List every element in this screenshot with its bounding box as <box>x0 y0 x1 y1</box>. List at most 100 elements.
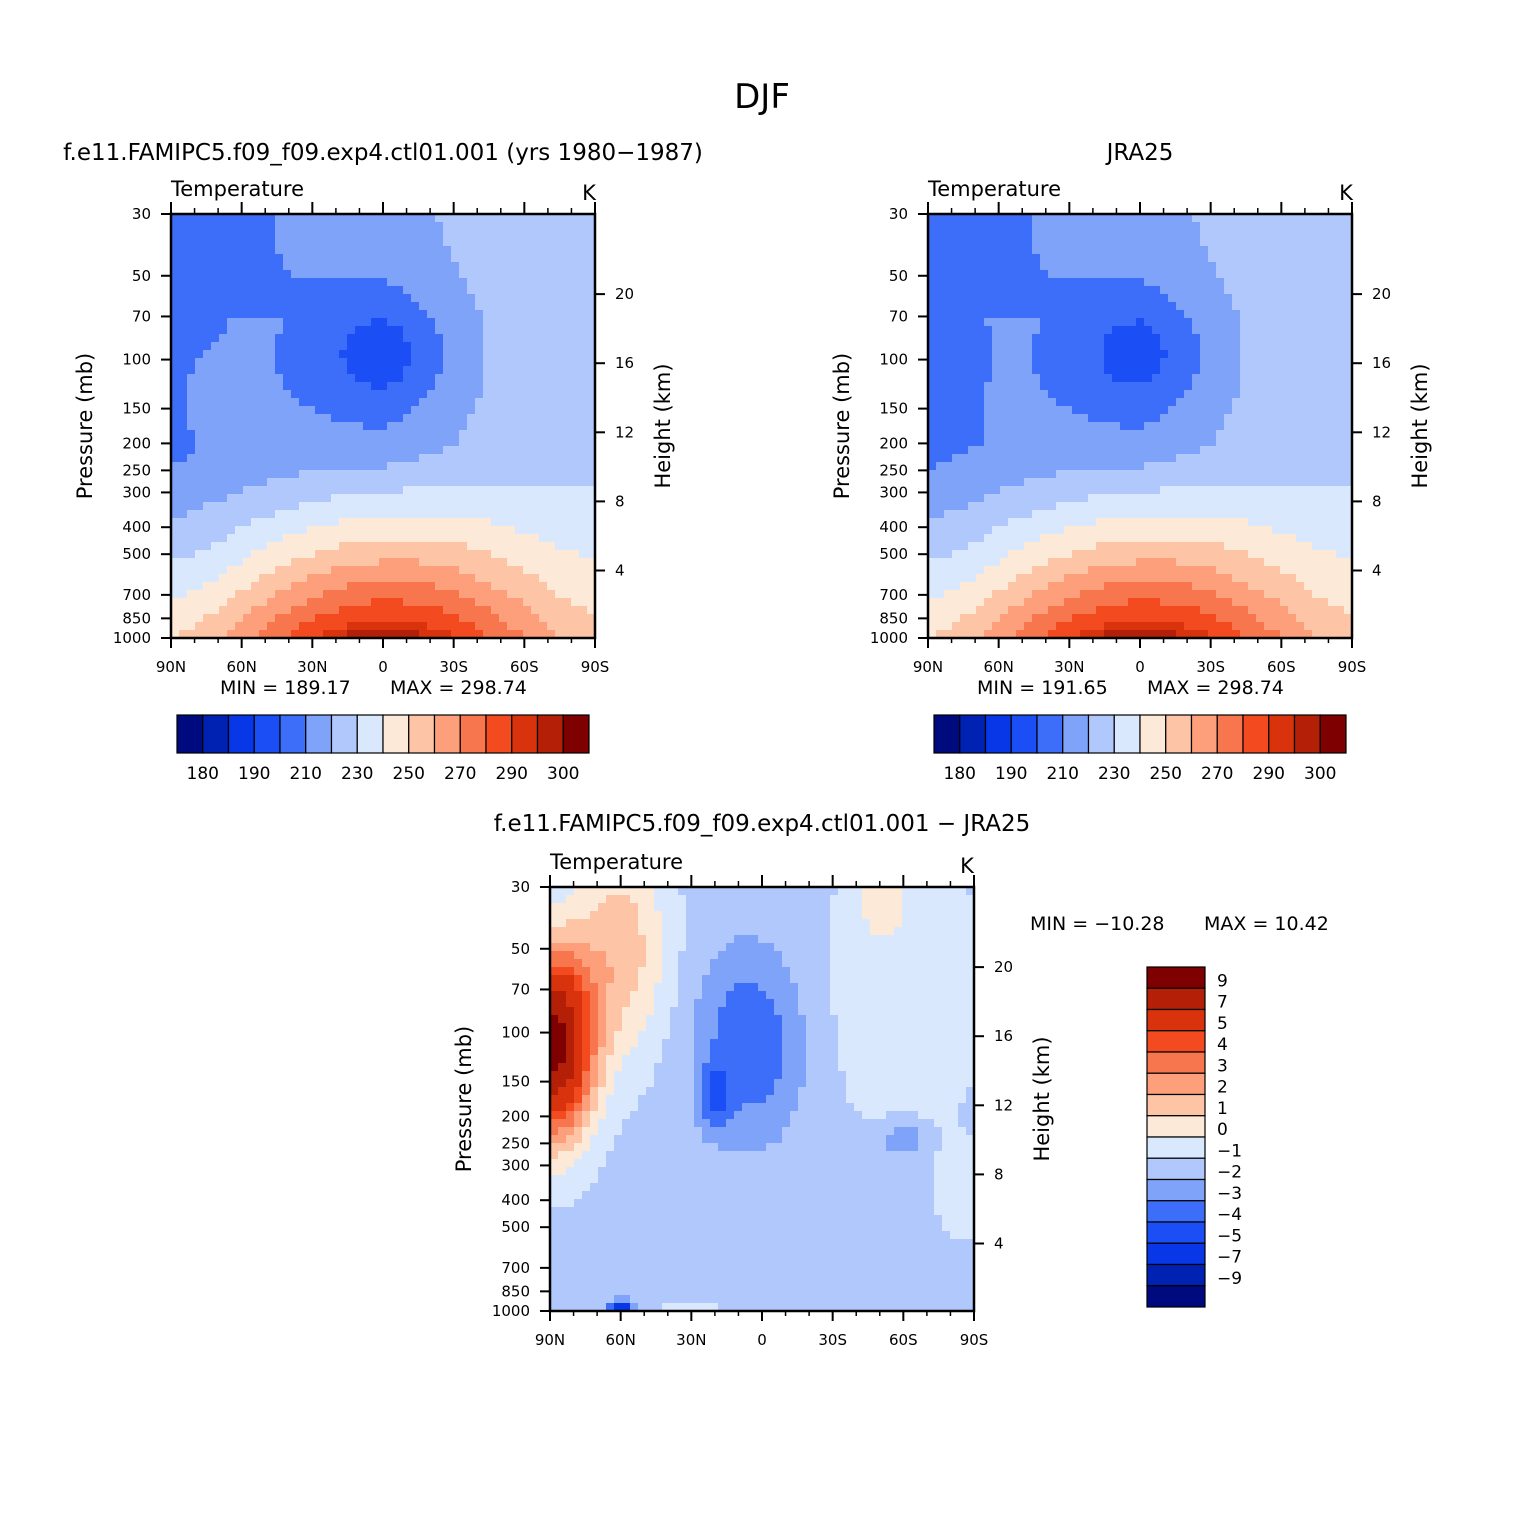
field-cell <box>283 350 292 359</box>
field-cell <box>1200 262 1209 271</box>
field-cell <box>315 542 324 551</box>
field-cell <box>1152 294 1161 303</box>
field-cell <box>1048 430 1057 439</box>
field-cell <box>1192 286 1201 295</box>
field-cell <box>547 454 556 463</box>
field-cell <box>1192 502 1201 511</box>
field-cell <box>379 302 388 311</box>
field-cell <box>1272 334 1281 343</box>
field-cell <box>936 254 945 263</box>
field-cell <box>443 614 452 623</box>
field-cell <box>523 478 532 487</box>
field-cell <box>347 438 356 447</box>
field-cell <box>227 494 236 503</box>
field-cell <box>547 326 556 335</box>
lat-tick-label: 90S <box>581 658 610 676</box>
field-cell <box>267 542 276 551</box>
field-cell <box>275 350 284 359</box>
field-cell <box>523 630 532 638</box>
field-cell <box>515 366 524 375</box>
field-cell <box>291 326 300 335</box>
field-cell <box>1144 382 1153 391</box>
field-cell <box>371 302 380 311</box>
field-cell <box>403 630 412 638</box>
field-cell <box>523 510 532 519</box>
field-cell <box>435 558 444 567</box>
field-cell <box>467 286 476 295</box>
field-cell <box>515 574 524 583</box>
field-cell <box>1008 398 1017 407</box>
field-cell <box>1024 454 1033 463</box>
field-cell <box>419 550 428 559</box>
field-cell <box>491 502 500 511</box>
field-cell <box>523 310 532 319</box>
field-cell <box>1168 334 1177 343</box>
field-cell <box>267 486 276 495</box>
field-cell <box>219 222 228 231</box>
field-cell <box>1088 286 1097 295</box>
field-cell <box>1168 430 1177 439</box>
field-cell <box>1328 310 1337 319</box>
field-cell <box>443 590 452 599</box>
field-cell <box>435 414 444 423</box>
field-cell <box>1168 414 1177 423</box>
field-cell <box>243 222 252 231</box>
field-cell <box>347 334 356 343</box>
field-cell <box>451 414 460 423</box>
field-cell <box>387 598 396 607</box>
field-cell <box>1024 414 1033 423</box>
field-cell <box>347 558 356 567</box>
field-cell <box>251 534 260 543</box>
field-cell <box>1304 390 1313 399</box>
field-cell <box>531 398 540 407</box>
field-cell <box>1112 286 1121 295</box>
field-cell <box>363 318 372 327</box>
field-cell <box>379 254 388 263</box>
field-cell <box>371 606 380 615</box>
field-cell <box>171 326 180 335</box>
field-cell <box>1024 310 1033 319</box>
field-cell <box>315 406 324 415</box>
field-cell <box>1312 382 1321 391</box>
field-cell <box>515 606 524 615</box>
field-cell <box>515 478 524 487</box>
field-cell <box>547 534 556 543</box>
field-cell <box>1248 302 1257 311</box>
field-cell <box>483 470 492 479</box>
field-cell <box>1224 374 1233 383</box>
field-cell <box>347 374 356 383</box>
field-cell <box>1088 254 1097 263</box>
field-cell <box>195 510 204 519</box>
field-cell <box>411 262 420 271</box>
field-cell <box>483 302 492 311</box>
field-cell <box>195 382 204 391</box>
field-cell <box>179 246 188 255</box>
field-cell <box>531 270 540 279</box>
field-cell <box>1344 446 1352 455</box>
field-cell <box>1016 430 1025 439</box>
field-cell <box>363 446 372 455</box>
field-cell <box>1208 502 1217 511</box>
field-cell <box>1152 214 1161 223</box>
field-cell <box>1088 318 1097 327</box>
field-cell <box>243 614 252 623</box>
field-cell <box>219 254 228 263</box>
field-cell <box>1056 462 1065 471</box>
field-cell <box>523 598 532 607</box>
field-cell <box>459 534 468 543</box>
panel-obs-header: JRA25 <box>1105 140 1174 166</box>
field-cell <box>387 262 396 271</box>
field-cell <box>1296 446 1305 455</box>
field-cell <box>1128 294 1137 303</box>
field-cell <box>1216 422 1225 431</box>
field-cell <box>1032 414 1041 423</box>
field-cell <box>395 294 404 303</box>
field-cell <box>355 262 364 271</box>
field-cell <box>1096 246 1105 255</box>
field-cell <box>475 486 484 495</box>
field-cell <box>387 318 396 327</box>
field-cell <box>1184 374 1193 383</box>
field-cell <box>355 326 364 335</box>
field-cell <box>1160 334 1169 343</box>
field-cell <box>1136 374 1145 383</box>
